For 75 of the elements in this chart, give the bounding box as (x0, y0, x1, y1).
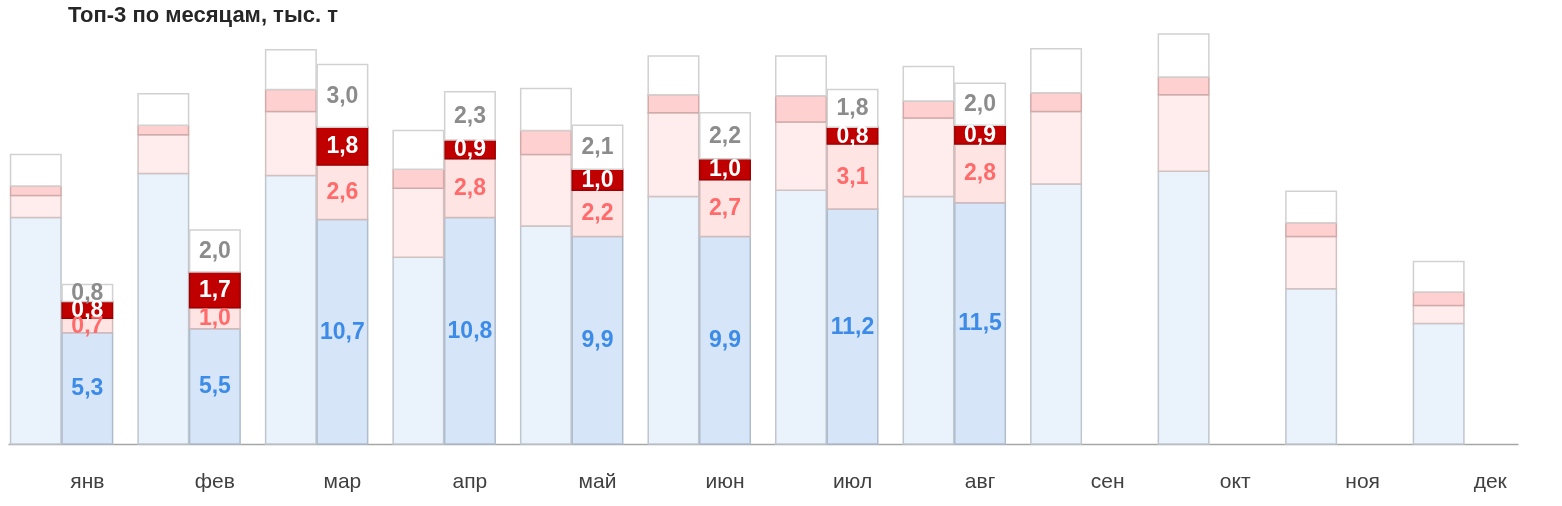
data-label: 2,0 (964, 90, 997, 117)
bar (902, 100, 955, 119)
data-label: 5,5 (198, 372, 232, 399)
x-tick-label: сен (1090, 469, 1125, 492)
data-label: 10,8 (447, 316, 493, 343)
data-label: 2,6 (326, 178, 359, 205)
bar (264, 174, 317, 445)
data-label: 9,9 (581, 326, 614, 353)
bar (392, 256, 445, 445)
bar (9, 153, 62, 187)
data-label: 2,8 (453, 174, 487, 201)
bar (775, 189, 827, 445)
x-tick-label: ноя (1345, 469, 1380, 492)
x-tick-label: мар (323, 469, 362, 492)
data-label: 5,3 (71, 374, 104, 401)
bar (1030, 47, 1083, 94)
bar (1157, 76, 1210, 96)
bar (137, 93, 190, 126)
bar (1285, 190, 1338, 224)
chart-title: Топ-3 по месяцам, тыс. т (68, 2, 339, 28)
x-tick-label: авг (964, 469, 996, 492)
bar (1285, 235, 1338, 290)
x-tick-label: дек (1473, 469, 1508, 492)
bar (775, 95, 827, 123)
data-label: 3,1 (836, 162, 869, 189)
data-label: 1,0 (581, 165, 614, 192)
bar (1412, 322, 1465, 445)
data-label: 2,8 (964, 159, 997, 186)
bar (392, 168, 445, 189)
bar (902, 195, 955, 445)
x-tick-label: июн (705, 469, 745, 492)
bar (137, 172, 190, 445)
data-label: 9,9 (709, 326, 741, 353)
data-label: 11,5 (958, 309, 1003, 336)
bar (1030, 110, 1083, 185)
data-label: 11,2 (830, 312, 875, 339)
data-label: 1,0 (198, 304, 231, 331)
bar (647, 195, 700, 445)
bar (1412, 304, 1465, 325)
bar (1157, 94, 1210, 173)
bar (264, 88, 317, 113)
x-tick-label: апр (452, 469, 488, 492)
data-label: 3,0 (326, 81, 359, 108)
data-label: 2,7 (709, 194, 741, 221)
data-label: 1,0 (709, 155, 741, 182)
data-label: 2,0 (198, 237, 231, 264)
bar (137, 133, 190, 175)
data-label: 0,9 (964, 120, 997, 147)
bar (1157, 33, 1210, 78)
data-label: 2,2 (709, 121, 741, 148)
data-label: 1,7 (198, 275, 231, 302)
bar (519, 129, 572, 156)
data-label: 2,1 (581, 133, 614, 160)
data-label: 2,3 (453, 101, 486, 128)
x-tick-label: июл (832, 469, 873, 492)
bar (1157, 170, 1210, 445)
bar (1412, 260, 1465, 293)
data-label: 10,7 (320, 317, 365, 344)
bar (1285, 222, 1338, 238)
x-tick-label: фев (194, 469, 235, 492)
bar (519, 225, 572, 445)
data-label: 0,9 (453, 135, 486, 162)
bar (1030, 183, 1083, 445)
bar (9, 216, 62, 445)
bar (647, 55, 700, 96)
bar (1285, 288, 1338, 445)
data-label: 2,2 (581, 199, 614, 226)
bar (9, 194, 62, 219)
bar (1030, 91, 1083, 113)
x-tick-label: окт (1219, 469, 1251, 492)
data-label: 0,8 (836, 121, 869, 148)
data-label: 1,8 (836, 94, 869, 121)
x-tick-label: янв (70, 469, 105, 492)
x-tick-label: май (578, 469, 617, 492)
data-label: 1,8 (326, 132, 359, 159)
